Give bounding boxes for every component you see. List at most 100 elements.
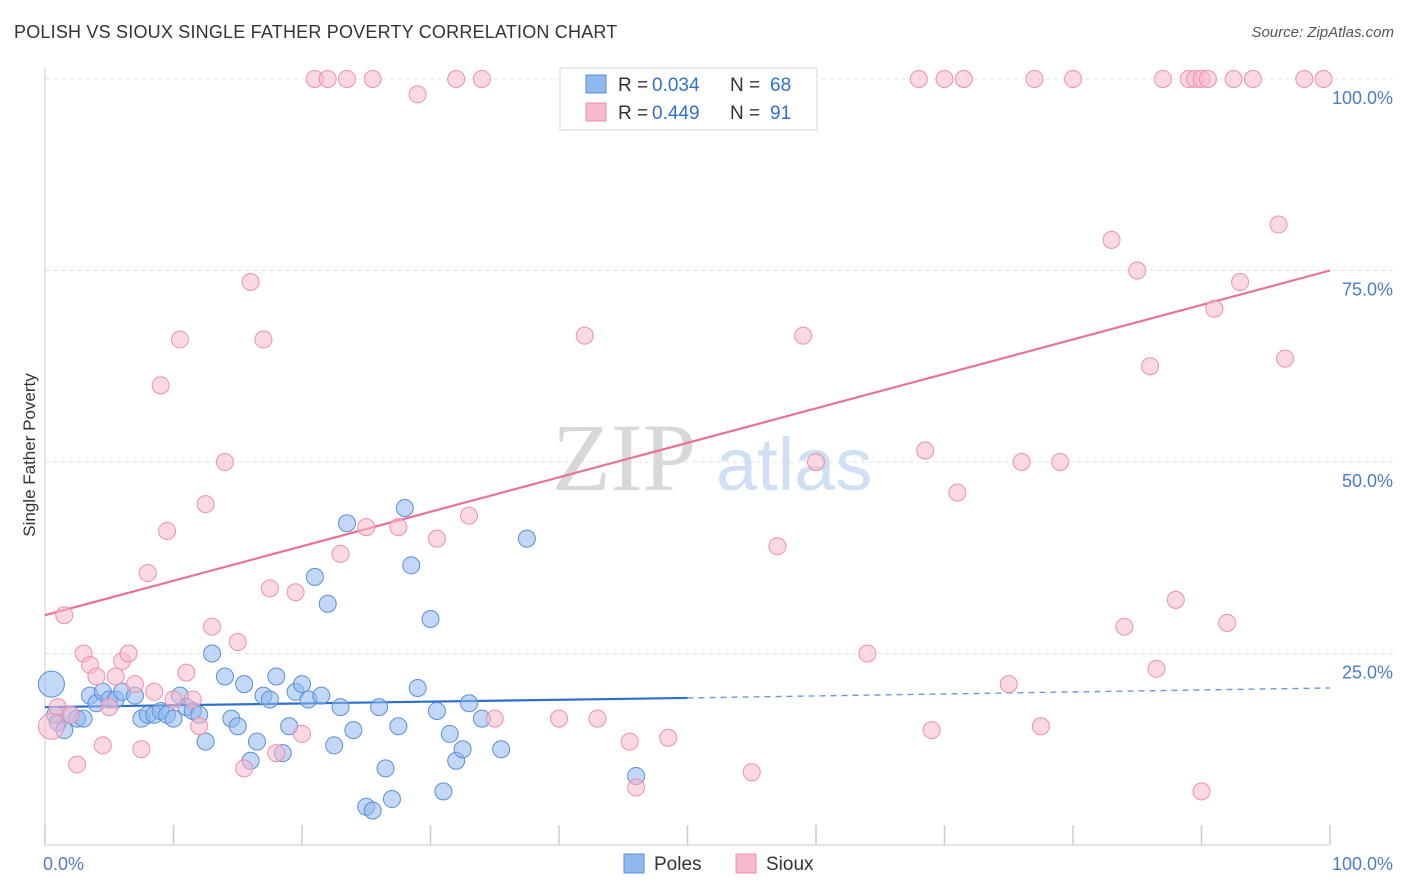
x-tick-label: 100.0%: [1332, 854, 1393, 874]
sioux-trendline: [44, 269, 1331, 617]
poles-point: [248, 732, 267, 751]
sioux-point: [177, 663, 196, 682]
poles-legend-bottom-label: Poles: [654, 854, 702, 875]
sioux-point: [37, 712, 65, 740]
poles-point: [267, 667, 286, 686]
sioux-point: [87, 667, 106, 686]
watermark: ZIP atlas: [552, 404, 872, 511]
legend-r-label: R =: [618, 103, 648, 124]
sioux-point: [620, 732, 639, 751]
y-axis-label: Single Father Poverty: [20, 373, 39, 537]
sioux-point: [999, 675, 1018, 694]
sioux-point: [61, 705, 80, 724]
poles-point: [228, 717, 247, 736]
sioux-point: [858, 644, 877, 663]
sioux-point: [164, 690, 183, 709]
sioux-point: [203, 617, 222, 636]
legend-r-value: 0.449: [652, 103, 700, 124]
sioux-point: [935, 70, 954, 88]
sioux-point: [138, 564, 157, 583]
poles-point: [427, 701, 446, 720]
sioux-point: [922, 721, 941, 740]
sioux-point: [1051, 453, 1070, 471]
sioux-point: [447, 70, 466, 88]
poles-point: [196, 732, 215, 751]
sioux-point: [357, 518, 376, 537]
poles-point: [402, 556, 421, 575]
sioux-legend-bottom-label: Sioux: [766, 854, 814, 875]
legend-n-value: 91: [770, 103, 791, 124]
poles-point: [382, 790, 401, 809]
sioux-point: [472, 70, 491, 88]
sioux-point: [794, 326, 813, 345]
poles-point: [434, 782, 453, 801]
legend-r-label: R =: [618, 75, 648, 96]
sioux-point: [1314, 70, 1333, 88]
sioux-point: [93, 736, 112, 755]
sioux-point: [119, 644, 138, 663]
sioux-point: [260, 579, 279, 598]
poles-point: [293, 675, 311, 694]
poles-point: [260, 690, 279, 709]
poles-point: [370, 698, 389, 717]
sioux-point: [267, 744, 286, 763]
sioux-legend-swatch: [585, 102, 607, 122]
sioux-point: [909, 70, 928, 88]
poles-point: [331, 698, 350, 717]
sioux-point: [1031, 717, 1050, 736]
sioux-point: [1295, 70, 1314, 88]
sioux-point: [460, 506, 479, 525]
sioux-point: [241, 272, 260, 291]
sioux-point: [254, 330, 273, 349]
poles-point: [337, 514, 356, 533]
sioux-point: [125, 675, 144, 694]
sioux-point: [363, 70, 382, 88]
sioux-point: [1231, 272, 1250, 291]
sioux-point: [183, 690, 202, 709]
poles-point: [492, 740, 511, 759]
sioux-point: [659, 728, 678, 747]
poles-point: [325, 736, 344, 755]
sioux-point: [948, 483, 967, 502]
sioux-point: [293, 724, 311, 743]
watermark-atlas: atlas: [716, 423, 872, 506]
sioux-point: [1102, 230, 1121, 249]
poles-trendline: [44, 696, 688, 709]
sioux-point: [145, 682, 164, 701]
sioux-point: [68, 755, 87, 774]
sioux-point: [1025, 70, 1044, 88]
sioux-point: [190, 717, 209, 736]
sioux-point: [158, 521, 177, 540]
sioux-point: [1205, 299, 1224, 318]
sioux-point: [1198, 70, 1217, 88]
sioux-point: [151, 376, 170, 395]
tick-labels: 25.0% 50.0% 75.0% 100.0% 0.0% 100.0%: [43, 88, 1393, 874]
poles-point: [215, 667, 234, 686]
chart-source: Source: ZipAtlas.com: [1251, 24, 1394, 41]
poles-point: [440, 724, 459, 743]
sioux-point: [331, 544, 350, 563]
poles-point: [421, 610, 440, 629]
legend-n-label: N =: [730, 103, 760, 124]
poles-point: [344, 721, 363, 740]
legend-top: R = 0.034 N = 68 R = 0.449 N = 91: [559, 67, 818, 131]
chart-title: POLISH VS SIOUX SINGLE FATHER POVERTY CO…: [14, 22, 618, 42]
poles-point: [203, 644, 222, 663]
poles-point: [312, 686, 331, 705]
legend-r-value: 0.034: [652, 75, 700, 96]
sioux-point: [1224, 70, 1243, 88]
sioux-point: [807, 453, 825, 471]
sioux-point: [337, 70, 356, 88]
sioux-point: [1269, 215, 1288, 234]
sioux-point: [1153, 70, 1172, 88]
watermark-zip: ZIP: [552, 404, 696, 511]
y-tick-label: 75.0%: [1342, 280, 1393, 300]
sioux-point: [427, 529, 446, 548]
poles-point: [164, 709, 183, 728]
sioux-point: [1243, 70, 1262, 88]
sioux-point: [1128, 261, 1147, 280]
sioux-point: [132, 740, 151, 759]
sioux-point: [1166, 590, 1185, 609]
data-points: [37, 70, 1333, 820]
